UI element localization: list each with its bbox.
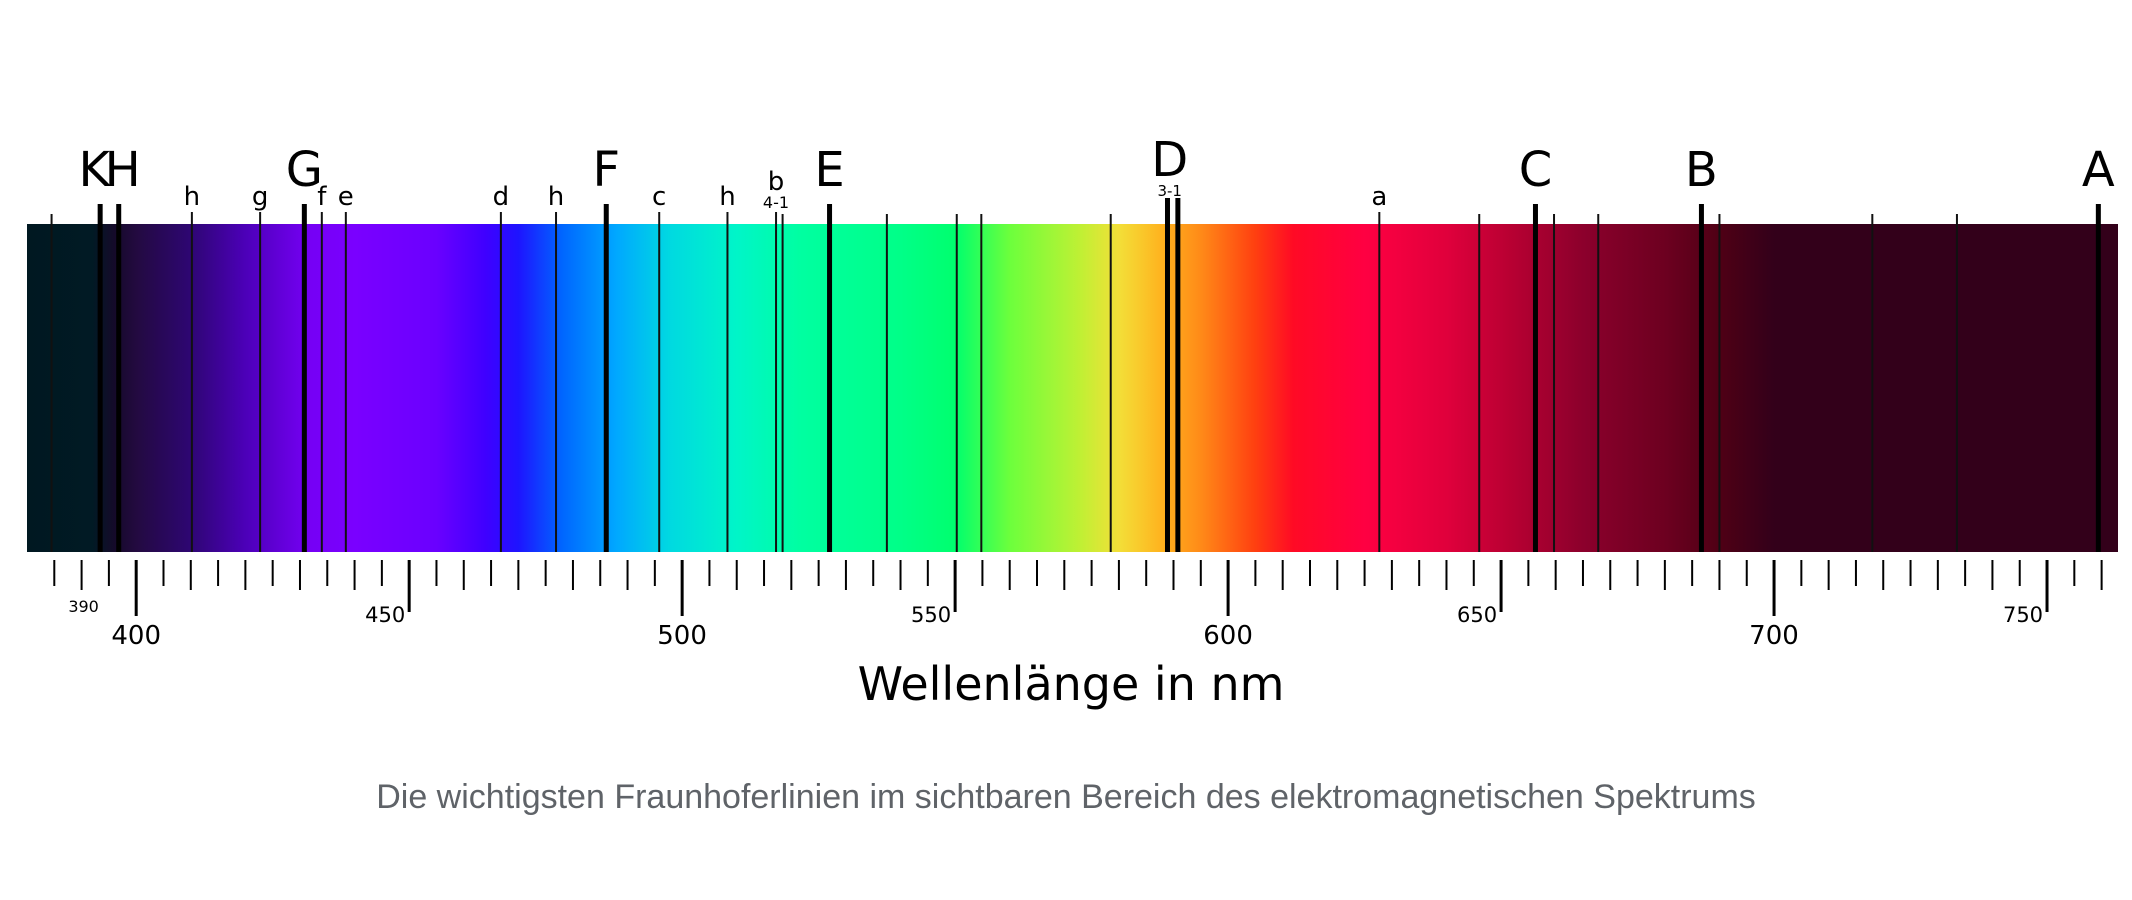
axis-tick-label-major: 700 xyxy=(1749,621,1799,651)
wavelength-axis: 400 500 600 700 450 550 650 750 390 xyxy=(53,560,2103,651)
major-line-sublabel: 3-1 xyxy=(1157,182,1182,200)
major-line-label: H xyxy=(105,142,141,198)
minor-line-label: h xyxy=(184,182,200,212)
minor-line-sublabel: 4-1 xyxy=(763,193,789,212)
major-line-label: C xyxy=(1519,142,1553,198)
line-labels: h g f e d h c h b4-1 a KH G F E 3-1D C B A xyxy=(78,132,2114,212)
minor-line-label: a xyxy=(1371,182,1387,212)
minor-line-label: d xyxy=(493,182,510,212)
major-line-label: D xyxy=(1151,132,1188,188)
axis-tick-label-major: 500 xyxy=(657,621,707,651)
major-line-label: G xyxy=(286,142,323,198)
minor-line-label: c xyxy=(652,182,666,212)
axis-tick-label-minor: 550 xyxy=(911,603,951,627)
major-line-label: A xyxy=(2082,142,2115,198)
figure-caption: Die wichtigsten Fraunhoferlinien im sich… xyxy=(376,778,1756,816)
spectrum-bar xyxy=(27,224,2118,552)
axis-tick-label-minor: 450 xyxy=(365,603,405,627)
axis-tick-label-minor: 750 xyxy=(2003,603,2043,627)
axis-tick-label-minor: 650 xyxy=(1457,603,1497,627)
major-line-label: B xyxy=(1685,142,1718,198)
axis-tick-label-major: 600 xyxy=(1203,621,1253,651)
major-line-label: E xyxy=(814,142,844,198)
spectrum-figure: h g f e d h c h b4-1 a KH G F E 3-1D C B A 400 500 600 700 45… xyxy=(27,132,2118,711)
minor-line-label: h xyxy=(719,182,735,212)
axis-tick-label-major: 400 xyxy=(111,621,161,651)
minor-line-label: g xyxy=(252,182,269,212)
minor-line-label: f xyxy=(317,182,327,212)
absorption-lines xyxy=(50,198,2101,552)
axis-title: Wellenlänge in nm xyxy=(858,657,1285,711)
axis-tick-label-small: 390 xyxy=(68,597,99,616)
minor-line-label: b xyxy=(768,167,785,197)
minor-line-label: e xyxy=(338,182,354,212)
major-line-label: K xyxy=(78,142,111,198)
minor-line-label: h xyxy=(548,182,564,212)
major-line-label: F xyxy=(592,142,620,198)
